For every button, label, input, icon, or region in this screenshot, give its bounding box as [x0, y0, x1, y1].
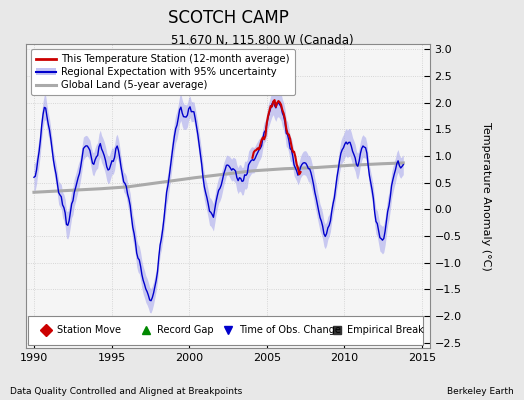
Text: Berkeley Earth: Berkeley Earth	[447, 387, 514, 396]
Title: SCOTCH CAMP: SCOTCH CAMP	[168, 9, 288, 27]
Text: Time of Obs. Change: Time of Obs. Change	[239, 326, 341, 335]
Text: 51.670 N, 115.800 W (Canada): 51.670 N, 115.800 W (Canada)	[171, 34, 353, 47]
Text: Empirical Break: Empirical Break	[347, 326, 424, 335]
Text: Data Quality Controlled and Aligned at Breakpoints: Data Quality Controlled and Aligned at B…	[10, 387, 243, 396]
Text: Record Gap: Record Gap	[157, 326, 213, 335]
Legend: This Temperature Station (12-month average), Regional Expectation with 95% uncer: This Temperature Station (12-month avera…	[31, 49, 294, 95]
FancyBboxPatch shape	[28, 316, 423, 345]
Y-axis label: Temperature Anomaly (°C): Temperature Anomaly (°C)	[481, 122, 491, 270]
Text: Station Move: Station Move	[57, 326, 121, 335]
